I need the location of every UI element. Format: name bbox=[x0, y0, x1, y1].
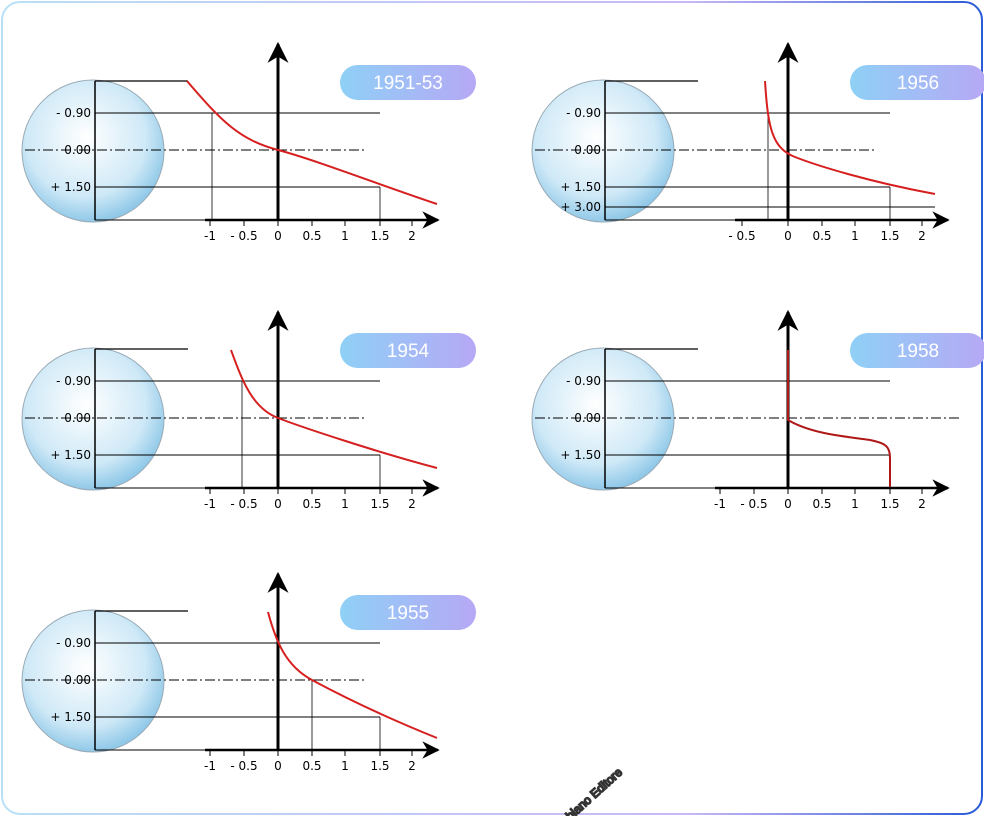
lens-label: 0.00 bbox=[64, 673, 91, 687]
x-tick-label: 0.5 bbox=[302, 497, 321, 511]
year-label: 1956 bbox=[897, 73, 939, 94]
lens bbox=[22, 80, 164, 222]
lens bbox=[532, 80, 674, 222]
x-tick-label: 2 bbox=[408, 759, 416, 773]
lens-label: 0.00 bbox=[64, 411, 91, 425]
x-tick-label: 1 bbox=[851, 229, 859, 243]
panel: - 0.90 0.00 + 1.50 -1 - 0.5 0 0.5 1 1.5 2 1958 bbox=[532, 312, 984, 511]
year-label: 1951-53 bbox=[373, 73, 443, 94]
x-tick-label: 2 bbox=[918, 229, 926, 243]
panel: - 0.90 0.00 + 1.50 -1 - 0.5 0 0.5 1 1.5 2 1955 bbox=[22, 574, 476, 773]
x-tick-label: 2 bbox=[408, 497, 416, 511]
year-label: 1955 bbox=[387, 603, 429, 624]
lens-label: - 0.90 bbox=[56, 374, 91, 388]
x-tick-label: - 0.5 bbox=[230, 497, 257, 511]
watermark: Fabiano Editore bbox=[553, 765, 626, 816]
lens-label: + 1.50 bbox=[50, 710, 91, 724]
x-tick-label: -1 bbox=[204, 497, 216, 511]
x-tick-label: 1 bbox=[851, 497, 859, 511]
lens-label: 0.00 bbox=[64, 143, 91, 157]
x-tick-label: 0 bbox=[274, 497, 282, 511]
power-curve bbox=[268, 612, 437, 738]
x-tick-label: 0.5 bbox=[302, 759, 321, 773]
power-curve bbox=[788, 350, 890, 487]
panel: - 0.90 0.00 + 1.50 -1 - 0.5 0 0.5 1 1.5 2 1951-53 bbox=[22, 44, 476, 243]
x-tick-label: 1.5 bbox=[880, 497, 899, 511]
x-tick-label: 1 bbox=[341, 497, 349, 511]
x-tick-label: - 0.5 bbox=[230, 229, 257, 243]
x-tick-label: - 0.5 bbox=[728, 229, 755, 243]
x-tick-label: 0 bbox=[274, 759, 282, 773]
x-tick-label: 0.5 bbox=[812, 497, 831, 511]
lens-label: - 0.90 bbox=[566, 106, 601, 120]
lens bbox=[22, 610, 164, 752]
x-tick-label: 1 bbox=[341, 759, 349, 773]
x-tick-label: 2 bbox=[918, 497, 926, 511]
x-tick-label: 0 bbox=[784, 229, 792, 243]
lens-label: - 0.90 bbox=[56, 636, 91, 650]
x-tick-label: 1 bbox=[341, 229, 349, 243]
x-tick-label: 1.5 bbox=[880, 229, 899, 243]
x-tick-label: 0 bbox=[274, 229, 282, 243]
watermark-group: Fabiano Editore bbox=[553, 765, 626, 816]
x-tick-label: -1 bbox=[204, 229, 216, 243]
panel: - 0.90 0.00 + 1.50 + 3.00 - 0.5 0 0.5 1 1.5 2 1956 bbox=[532, 44, 984, 243]
lens-label: - 0.90 bbox=[566, 374, 601, 388]
page: - 0.900.00+ 1.50-1- 0.500.511.521951-53-… bbox=[0, 0, 984, 816]
x-tick-label: 2 bbox=[408, 229, 416, 243]
lens bbox=[22, 348, 164, 490]
x-tick-label: 1.5 bbox=[370, 229, 389, 243]
lens-label: 0.00 bbox=[574, 143, 601, 157]
x-tick-label: 0.5 bbox=[812, 229, 831, 243]
lens-label: 0.00 bbox=[574, 411, 601, 425]
x-tick-label: 0 bbox=[784, 497, 792, 511]
x-tick-label: -1 bbox=[204, 759, 216, 773]
x-tick-label: - 0.5 bbox=[230, 759, 257, 773]
lens-label: + 1.50 bbox=[50, 448, 91, 462]
lens-label: - 0.90 bbox=[56, 106, 91, 120]
x-tick-label: 1.5 bbox=[370, 497, 389, 511]
lens-label: + 1.50 bbox=[560, 180, 601, 194]
x-tick-label: 1.5 bbox=[370, 759, 389, 773]
lens-label: + 1.50 bbox=[50, 180, 91, 194]
x-tick-label: 0.5 bbox=[302, 229, 321, 243]
lens-label: + 1.50 bbox=[560, 448, 601, 462]
x-tick-label: - 0.5 bbox=[740, 497, 767, 511]
lens-label: + 3.00 bbox=[560, 200, 601, 214]
panel: - 0.90 0.00 + 1.50 -1 - 0.5 0 0.5 1 1.5 2 1954 bbox=[22, 312, 476, 511]
year-label: 1958 bbox=[897, 341, 939, 362]
year-label: 1954 bbox=[387, 341, 430, 362]
lens bbox=[532, 348, 674, 490]
x-tick-label: -1 bbox=[714, 497, 726, 511]
